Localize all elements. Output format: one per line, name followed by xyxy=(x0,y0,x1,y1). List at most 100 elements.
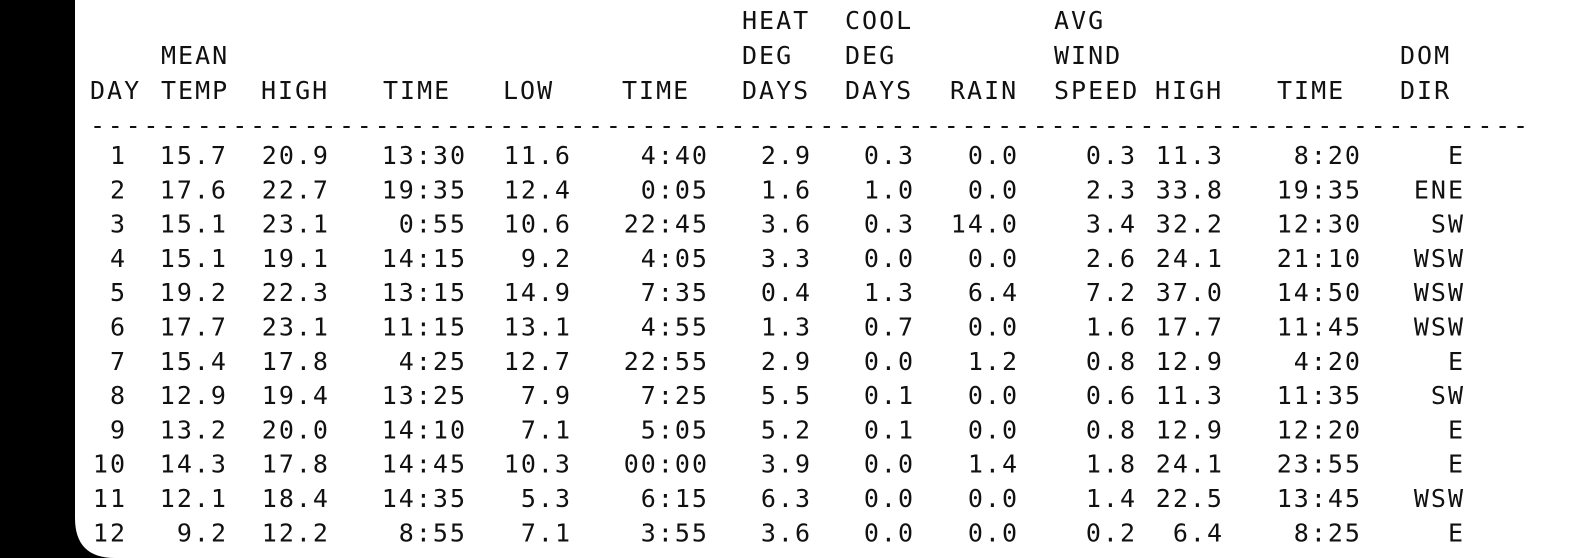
cell: 15.1 xyxy=(160,244,228,273)
cell: 19.4 xyxy=(262,381,330,410)
cell: 0.7 xyxy=(864,313,915,342)
cell: 8:55 xyxy=(399,518,467,547)
cell: 0.8 xyxy=(1086,347,1137,376)
cell: 4:05 xyxy=(641,244,709,273)
cell: E xyxy=(1448,347,1465,376)
cell: 12.1 xyxy=(160,484,228,513)
cell: 6.4 xyxy=(1173,518,1224,547)
cell: 4:25 xyxy=(399,347,467,376)
cell: 6.3 xyxy=(761,484,812,513)
column-header: LOW xyxy=(503,76,554,105)
cell: 8:20 xyxy=(1294,141,1362,170)
cell: 12.9 xyxy=(160,381,228,410)
cell: 14.0 xyxy=(951,210,1019,239)
cell: 15.7 xyxy=(160,141,228,170)
cell: E xyxy=(1448,518,1465,547)
column-header: DOM xyxy=(1400,41,1451,70)
cell: 13:30 xyxy=(382,141,467,170)
cell: 7:25 xyxy=(641,381,709,410)
cell: 0.3 xyxy=(864,141,915,170)
column-header: DEG xyxy=(742,41,793,70)
cell: 11:45 xyxy=(1277,313,1362,342)
cell: 5.2 xyxy=(761,415,812,444)
cell: 11.3 xyxy=(1156,141,1224,170)
cell: 11 xyxy=(93,484,127,513)
cell: 19:35 xyxy=(382,175,467,204)
cell: 5.5 xyxy=(761,381,812,410)
cell: 6.4 xyxy=(968,278,1019,307)
cell: 3 xyxy=(110,210,127,239)
cell: 10.3 xyxy=(504,450,572,479)
cell: 4:40 xyxy=(641,141,709,170)
cell: 21:10 xyxy=(1277,244,1362,273)
column-header: DAY xyxy=(90,76,141,105)
cell: 33.8 xyxy=(1156,175,1224,204)
column-header: DAYS xyxy=(845,76,913,105)
cell: WSW xyxy=(1414,244,1465,273)
column-header: TIME xyxy=(1277,76,1345,105)
cell: 12.4 xyxy=(504,175,572,204)
cell: 1.6 xyxy=(1086,313,1137,342)
cell: 8:25 xyxy=(1294,518,1362,547)
cell: 22:55 xyxy=(624,347,709,376)
cell: 0.3 xyxy=(864,210,915,239)
cell: 9.2 xyxy=(521,244,572,273)
cell: 23.1 xyxy=(262,210,330,239)
cell: 0.0 xyxy=(968,244,1019,273)
cell: 11:15 xyxy=(382,313,467,342)
cell: 11.6 xyxy=(504,141,572,170)
cell: 7:35 xyxy=(641,278,709,307)
cell: 3:55 xyxy=(641,518,709,547)
cell: 0.0 xyxy=(864,518,915,547)
cell: 0.0 xyxy=(968,381,1019,410)
cell: 4:55 xyxy=(641,313,709,342)
cell: 23.1 xyxy=(262,313,330,342)
cell: 0.4 xyxy=(761,278,812,307)
column-header: COOL xyxy=(845,6,913,35)
cell: SW xyxy=(1431,210,1465,239)
cell: 3.9 xyxy=(761,450,812,479)
cell: 0.0 xyxy=(968,484,1019,513)
cell: 20.9 xyxy=(262,141,330,170)
cell: 37.0 xyxy=(1156,278,1224,307)
cell: ENE xyxy=(1414,175,1465,204)
cell: 0.0 xyxy=(864,450,915,479)
cell: 6 xyxy=(110,313,127,342)
cell: 1.3 xyxy=(761,313,812,342)
cell: WSW xyxy=(1414,484,1465,513)
cell: 3.4 xyxy=(1086,210,1137,239)
column-header: RAIN xyxy=(950,76,1018,105)
cell: 14.9 xyxy=(504,278,572,307)
cell: 12.9 xyxy=(1156,415,1224,444)
cell: 0:05 xyxy=(641,175,709,204)
cell: WSW xyxy=(1414,313,1465,342)
cell: 13:45 xyxy=(1277,484,1362,513)
cell: E xyxy=(1448,141,1465,170)
cell: 19:35 xyxy=(1277,175,1362,204)
column-header: MEAN xyxy=(161,41,229,70)
cell: 7.9 xyxy=(521,381,572,410)
cell: 0.0 xyxy=(968,141,1019,170)
cell: 2 xyxy=(110,175,127,204)
column-header: HEAT xyxy=(742,6,810,35)
cell: 14:35 xyxy=(382,484,467,513)
column-header: WIND xyxy=(1054,41,1122,70)
cell: 1.0 xyxy=(864,175,915,204)
cell: 7.1 xyxy=(521,415,572,444)
cell: 17.7 xyxy=(1156,313,1224,342)
cell: 00:00 xyxy=(624,450,709,479)
cell: 0.0 xyxy=(968,415,1019,444)
column-header: DAYS xyxy=(742,76,810,105)
column-header: TIME xyxy=(383,76,451,105)
cell: 12 xyxy=(93,518,127,547)
cell: 22.5 xyxy=(1156,484,1224,513)
cell: 2.9 xyxy=(761,347,812,376)
cell: 7.1 xyxy=(521,518,572,547)
cell: 1.4 xyxy=(1086,484,1137,513)
cell: 17.6 xyxy=(160,175,228,204)
cell: 6:15 xyxy=(641,484,709,513)
column-header: DEG xyxy=(845,41,896,70)
cell: 2.3 xyxy=(1086,175,1137,204)
cell: 3.3 xyxy=(761,244,812,273)
